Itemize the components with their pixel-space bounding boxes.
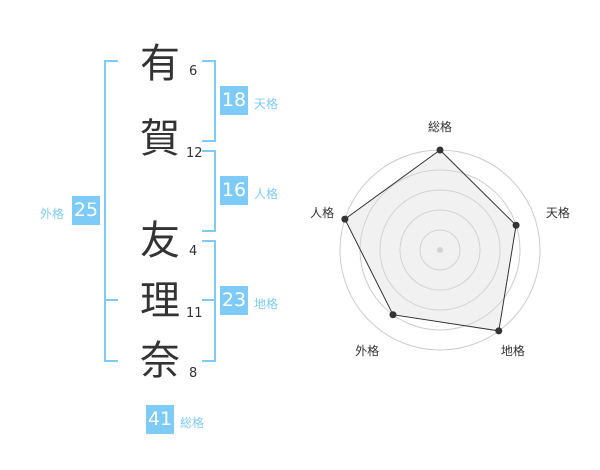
chikaku-bracket	[202, 240, 216, 362]
gaikaku-label: 外格	[40, 207, 65, 221]
jinkaku-label: 人格	[254, 187, 279, 201]
name-char: 奈	[140, 338, 180, 384]
soukaku-label: 総格	[180, 416, 205, 430]
tenkaku-bracket	[202, 60, 216, 142]
name-char: 有	[140, 41, 180, 87]
soukaku-value: 41	[146, 405, 174, 434]
radar-ring	[379, 189, 501, 311]
radar-axis-label: 天格	[545, 205, 570, 220]
chikaku-value: 23	[220, 286, 248, 315]
radar-ring	[419, 229, 461, 271]
radar-center	[437, 247, 443, 253]
radar-ring	[399, 209, 481, 291]
radar-axis-label: 外格	[355, 344, 380, 359]
radar-axis-label: 地格	[500, 344, 525, 359]
jinkaku-value: 16	[220, 176, 248, 205]
radar-point	[389, 311, 397, 319]
radar-point	[495, 327, 503, 335]
chikaku-label: 地格	[254, 297, 279, 311]
radar-polygon	[344, 149, 517, 332]
radar-axis-label: 総格	[428, 120, 453, 134]
gaikaku-bracket-tick	[104, 299, 118, 301]
gaikaku-bracket	[104, 60, 118, 362]
radar-point	[341, 215, 349, 223]
radar-point	[512, 221, 520, 229]
chikaku-bracket-tick	[202, 299, 216, 301]
stroke-count: 8	[189, 366, 198, 381]
stroke-count: 4	[189, 244, 198, 259]
stroke-count: 12	[186, 146, 203, 161]
stroke-count: 6	[189, 64, 198, 79]
tenkaku-value: 18	[220, 86, 248, 115]
jinkaku-bracket	[202, 150, 216, 232]
stroke-count: 11	[186, 306, 203, 321]
radar-axis-label: 人格	[310, 205, 335, 220]
radar-point	[436, 146, 444, 154]
tenkaku-label: 天格	[254, 97, 279, 111]
gaikaku-value: 25	[72, 196, 100, 225]
name-char: 賀	[140, 116, 180, 162]
name-char: 理	[140, 278, 180, 324]
name-char: 友	[140, 218, 180, 264]
